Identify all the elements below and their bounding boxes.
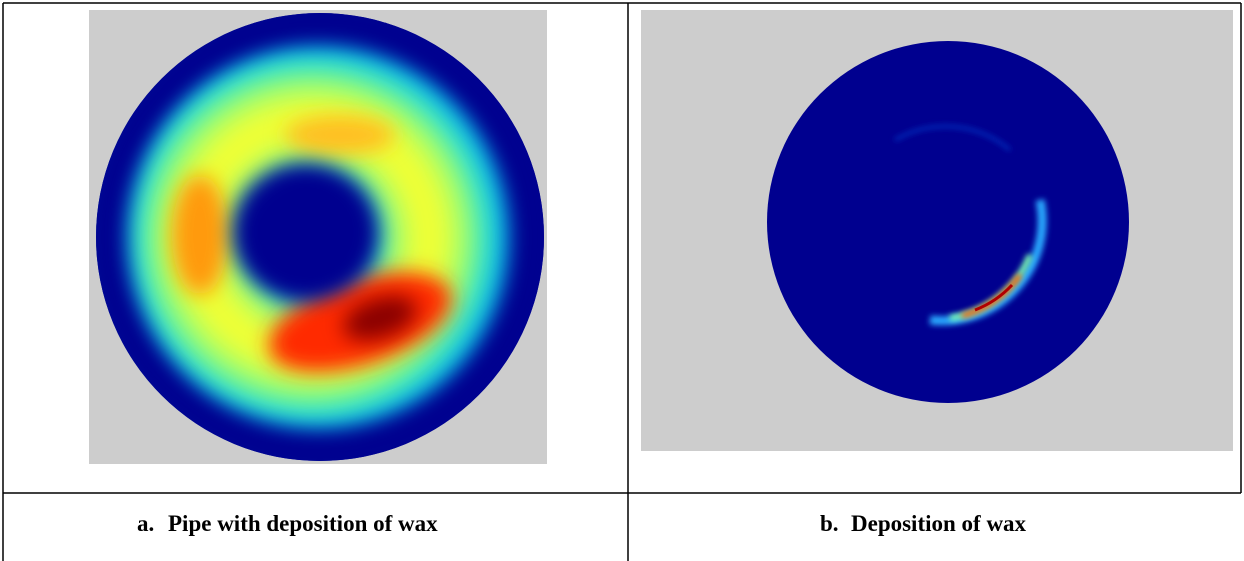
page: a. Pipe with deposition of wax b. Deposi… bbox=[0, 0, 1244, 561]
caption-text: Pipe with deposition of wax bbox=[168, 511, 438, 536]
caption-text: Deposition of wax bbox=[851, 511, 1027, 536]
image-a bbox=[89, 10, 547, 464]
image-b bbox=[641, 10, 1233, 451]
caption-marker: a. bbox=[137, 511, 154, 536]
caption-marker: b. bbox=[820, 511, 839, 536]
figure-table: a. Pipe with deposition of wax b. Deposi… bbox=[0, 0, 1244, 561]
